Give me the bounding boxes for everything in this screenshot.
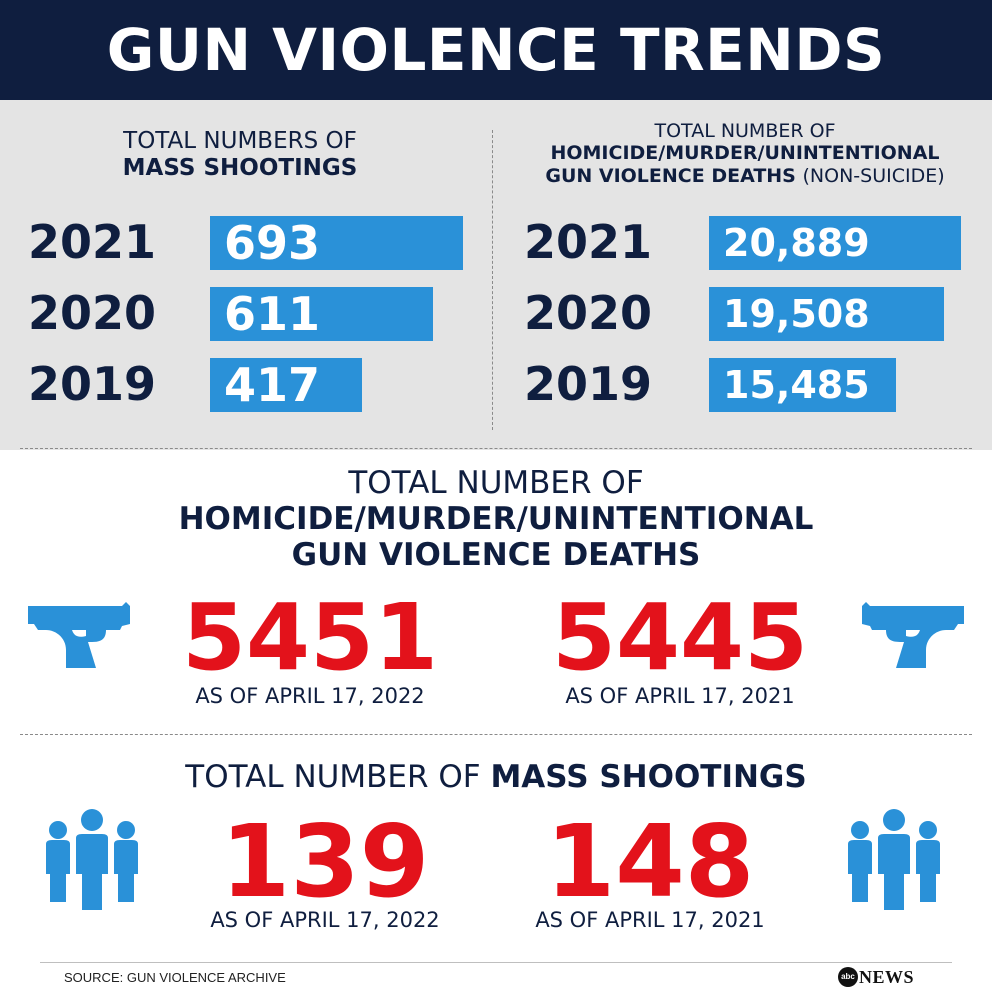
gun-deaths-bar: 15,485 xyxy=(709,358,896,412)
mass-shootings-value-label: 693 xyxy=(224,216,321,270)
gun-deaths-value-label: 15,485 xyxy=(723,363,870,407)
gun-deaths-bar: 20,889 xyxy=(709,216,961,270)
deaths-chart-title-line1: TOTAL NUMBER OF xyxy=(654,120,836,142)
news-logo-text: NEWS xyxy=(859,966,915,987)
source-note: SOURCE: GUN VIOLENCE ARCHIVE xyxy=(64,970,286,985)
deaths-title-line3: GUN VIOLENCE DEATHS xyxy=(291,536,701,573)
deaths-2022-value: 5451 xyxy=(181,584,439,691)
mass-section-title: TOTAL NUMBER OF MASS SHOOTINGS xyxy=(0,759,992,796)
mass-shootings-bar: 417 xyxy=(210,358,362,412)
mass-shootings-value-label: 417 xyxy=(224,358,321,412)
panel-divider xyxy=(492,130,493,430)
mass-shootings-value-label: 611 xyxy=(224,287,321,341)
mass-shootings-bar: 693 xyxy=(210,216,463,270)
pistol-icon-left xyxy=(28,602,130,668)
gun-deaths-value-label: 19,508 xyxy=(723,292,870,336)
mass-shootings-chart-title: TOTAL NUMBERS OF MASS SHOOTINGS xyxy=(40,128,440,182)
gun-deaths-row-2020: 2020 19,508 xyxy=(524,286,961,341)
mass-shootings-row-2020: 2020 611 xyxy=(28,286,463,341)
deaths-chart-title-line3-text: GUN VIOLENCE DEATHS xyxy=(545,164,796,187)
header-banner: GUN VIOLENCE TRENDS xyxy=(0,0,992,100)
mass-title-normal: TOTAL NUMBER OF xyxy=(185,759,481,795)
mass-shootings-row-2021: 2021 693 xyxy=(28,215,463,270)
deaths-section-title: TOTAL NUMBER OF HOMICIDE/MURDER/UNINTENT… xyxy=(0,465,992,574)
deaths-2021-value: 5445 xyxy=(551,584,809,691)
footer-divider xyxy=(40,962,952,963)
gun-deaths-bar: 19,508 xyxy=(709,287,944,341)
deaths-chart-title-line2: HOMICIDE/MURDER/UNINTENTIONAL xyxy=(550,142,940,165)
mass-shootings-row-2019: 2019 417 xyxy=(28,357,463,412)
gun-deaths-row-2021: 2021 20,889 xyxy=(524,215,961,270)
mass-2021-label: AS OF APRIL 17, 2021 xyxy=(535,908,765,932)
deaths-chart-title-suffix: (NON-SUICIDE) xyxy=(802,164,945,187)
gun-deaths-year-label: 2020 xyxy=(524,286,653,340)
gun-deaths-row-2019: 2019 15,485 xyxy=(524,357,961,412)
mass-shootings-year-label: 2020 xyxy=(28,286,157,340)
mass-chart-title-line2: MASS SHOOTINGS xyxy=(122,155,358,182)
gun-deaths-year-label: 2021 xyxy=(524,215,653,269)
section-divider-2 xyxy=(20,734,972,735)
deaths-2022-label: AS OF APRIL 17, 2022 xyxy=(195,684,425,708)
deaths-title-line2: HOMICIDE/MURDER/UNINTENTIONAL xyxy=(178,500,814,537)
mass-shootings-year-label: 2019 xyxy=(28,357,157,411)
mass-2021-value: 148 xyxy=(545,803,755,920)
deaths-chart-title-line3: GUN VIOLENCE DEATHS (NON-SUICIDE) xyxy=(500,165,990,187)
people-icon-left xyxy=(46,809,138,910)
deaths-chart-title: TOTAL NUMBER OF HOMICIDE/MURDER/UNINTENT… xyxy=(500,120,990,187)
mass-shootings-year-label: 2021 xyxy=(28,215,157,269)
gun-deaths-value-label: 20,889 xyxy=(723,221,870,265)
gun-deaths-year-label: 2019 xyxy=(524,357,653,411)
people-icon-right xyxy=(848,809,940,910)
section-divider-1 xyxy=(20,448,972,449)
mass-2022-label: AS OF APRIL 17, 2022 xyxy=(210,908,440,932)
abc-logo-mark: abc xyxy=(838,967,858,987)
abc-news-logo: abc NEWS xyxy=(838,966,914,988)
page-title: GUN VIOLENCE TRENDS xyxy=(106,16,886,84)
deaths-title-line1: TOTAL NUMBER OF xyxy=(348,465,644,501)
deaths-2021-label: AS OF APRIL 17, 2021 xyxy=(565,684,795,708)
mass-2022-value: 139 xyxy=(220,803,430,920)
pistol-icon-right xyxy=(862,602,964,668)
mass-chart-title-line1: TOTAL NUMBERS OF xyxy=(123,128,357,154)
mass-shootings-bar: 611 xyxy=(210,287,433,341)
mass-title-bold: MASS SHOOTINGS xyxy=(490,759,807,795)
